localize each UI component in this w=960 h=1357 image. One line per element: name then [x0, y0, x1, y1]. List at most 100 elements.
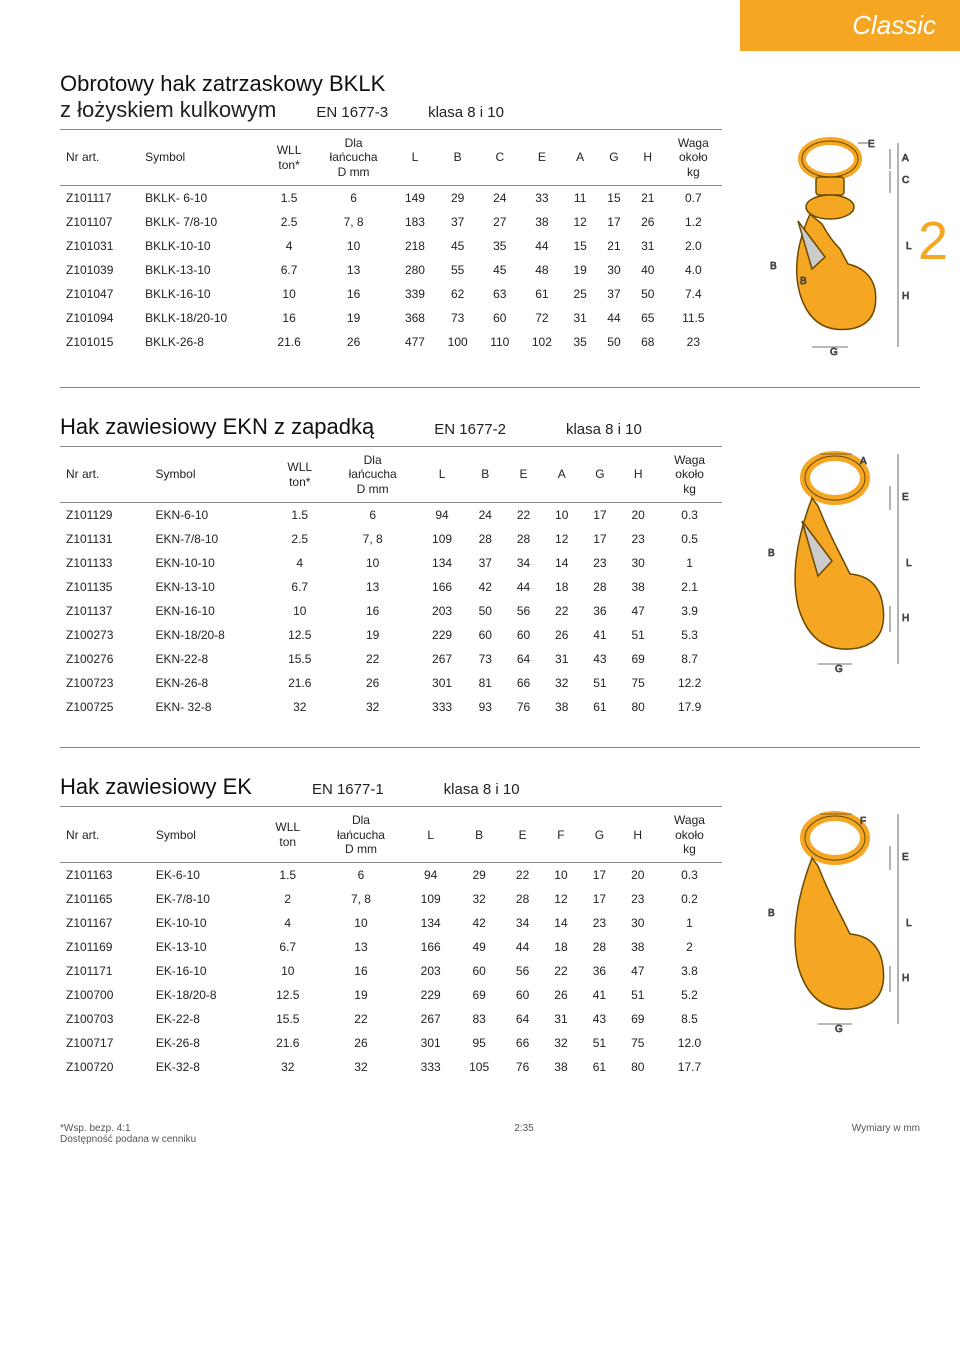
table-cell: 10 [260, 959, 316, 983]
table-row: Z100703EK-22-815.52226783643143698.5 [60, 1007, 722, 1031]
table-cell: 218 [394, 234, 437, 258]
col-header: A [563, 130, 597, 186]
table-cell: 32 [272, 695, 327, 719]
table-cell: 13 [316, 935, 407, 959]
table-cell: 8.5 [657, 1007, 722, 1031]
table-cell: 61 [521, 282, 564, 306]
table-cell: 36 [581, 599, 619, 623]
table-cell: 12 [542, 887, 580, 911]
table-cell: EKN-16-10 [149, 599, 272, 623]
table-cell: Z100723 [60, 671, 149, 695]
table-cell: 56 [503, 959, 541, 983]
table-cell: Z101131 [60, 527, 149, 551]
table-row: Z101107BKLK- 7/8-102.57, 818337273812172… [60, 210, 722, 234]
table-row: Z101117BKLK- 6-101.561492924331115210.7 [60, 186, 722, 211]
table-cell: 69 [619, 647, 657, 671]
table-cell: 13 [327, 575, 418, 599]
table-header-row: Nr art.SymbolWLLton*DlałańcuchaD mmLBEAG… [60, 447, 722, 503]
table-cell: 15.5 [260, 1007, 316, 1031]
table-cell: 19 [327, 623, 418, 647]
col-header: Wagaokołokg [665, 130, 722, 186]
table-cell: 69 [619, 1007, 657, 1031]
table-cell: 42 [455, 911, 503, 935]
table-cell: 3.8 [657, 959, 722, 983]
table-cell: 68 [631, 330, 665, 354]
table-cell: 47 [619, 959, 657, 983]
table-cell: 10 [314, 234, 394, 258]
table-cell: 72 [521, 306, 564, 330]
table-cell: BKLK- 6-10 [139, 186, 264, 211]
table-header-row: Nr art.SymbolWLLtonDlałańcuchaD mmLBEFGH… [60, 807, 722, 863]
section-klasa: klasa 8 i 10 [566, 421, 642, 438]
table-cell: 32 [316, 1055, 407, 1079]
section-title: Hak zawiesiowy EKN z zapadką [60, 414, 374, 440]
table-cell: 60 [504, 623, 542, 647]
table-cell: 32 [542, 1031, 580, 1055]
table-cell: EK-18/20-8 [150, 983, 260, 1007]
table-cell: Z101167 [60, 911, 150, 935]
table-cell: EK-26-8 [150, 1031, 260, 1055]
table-cell: 26 [631, 210, 665, 234]
table-cell: 19 [563, 258, 597, 282]
col-header: B [436, 130, 479, 186]
table-row: Z101131EKN-7/8-102.57, 810928281217230.5 [60, 527, 722, 551]
dim-label: A [860, 456, 867, 467]
col-header: WLLton* [272, 447, 327, 503]
table-cell: 48 [521, 258, 564, 282]
table-cell: 44 [504, 575, 542, 599]
table-cell: 17.7 [657, 1055, 722, 1079]
table-cell: 28 [504, 527, 542, 551]
col-header: Nr art. [60, 807, 150, 863]
table-cell: 2.0 [665, 234, 722, 258]
table-cell: 18 [542, 935, 580, 959]
table-cell: Z101169 [60, 935, 150, 959]
dim-label: C [902, 175, 909, 186]
table-cell: 24 [479, 186, 521, 211]
table-cell: 37 [597, 282, 631, 306]
table-cell: 44 [521, 234, 564, 258]
dim-label: A [902, 153, 909, 164]
spec-table: Nr art.SymbolWLLton*DlałańcuchaD mmLBEAG… [60, 446, 722, 719]
table-cell: 22 [503, 863, 541, 888]
table-cell: 81 [466, 671, 504, 695]
table-cell: 15 [563, 234, 597, 258]
table-cell: EK-16-10 [150, 959, 260, 983]
table-cell: EKN-22-8 [149, 647, 272, 671]
col-header: Wagaokołokg [657, 807, 722, 863]
table-cell: 41 [580, 983, 618, 1007]
table-cell: 61 [581, 695, 619, 719]
table-cell: 23 [581, 551, 619, 575]
table-cell: 23 [619, 887, 657, 911]
dim-label: L [906, 558, 912, 569]
table-cell: Z100276 [60, 647, 149, 671]
table-cell: 10 [316, 911, 407, 935]
col-header: E [521, 130, 564, 186]
table-cell: EKN-10-10 [149, 551, 272, 575]
col-header: DlałańcuchaD mm [314, 130, 394, 186]
table-cell: Z100700 [60, 983, 150, 1007]
table-cell: 333 [418, 695, 466, 719]
table-cell: 134 [406, 911, 454, 935]
section-title: Hak zawiesiowy EK [60, 774, 252, 800]
table-cell: 47 [619, 599, 657, 623]
table-cell: 105 [455, 1055, 503, 1079]
table-cell: 23 [619, 527, 657, 551]
table-cell: 60 [466, 623, 504, 647]
table-cell: 7, 8 [327, 527, 418, 551]
section-ekn: Hak zawiesiowy EKN z zapadką EN 1677-2 k… [60, 414, 920, 719]
table-cell: 0.2 [657, 887, 722, 911]
table-cell: 33 [521, 186, 564, 211]
table-cell: Z101135 [60, 575, 149, 599]
col-header: L [394, 130, 437, 186]
table-cell: 38 [619, 575, 657, 599]
table-cell: 19 [316, 983, 407, 1007]
table-cell: 16 [265, 306, 314, 330]
table-cell: 2.5 [265, 210, 314, 234]
table-cell: 19 [314, 306, 394, 330]
section-std: EN 1677-3 [316, 104, 388, 121]
table-cell: Z101107 [60, 210, 139, 234]
table-cell: EKN-7/8-10 [149, 527, 272, 551]
table-cell: BKLK-16-10 [139, 282, 264, 306]
table-cell: Z101094 [60, 306, 139, 330]
table-cell: 83 [455, 1007, 503, 1031]
